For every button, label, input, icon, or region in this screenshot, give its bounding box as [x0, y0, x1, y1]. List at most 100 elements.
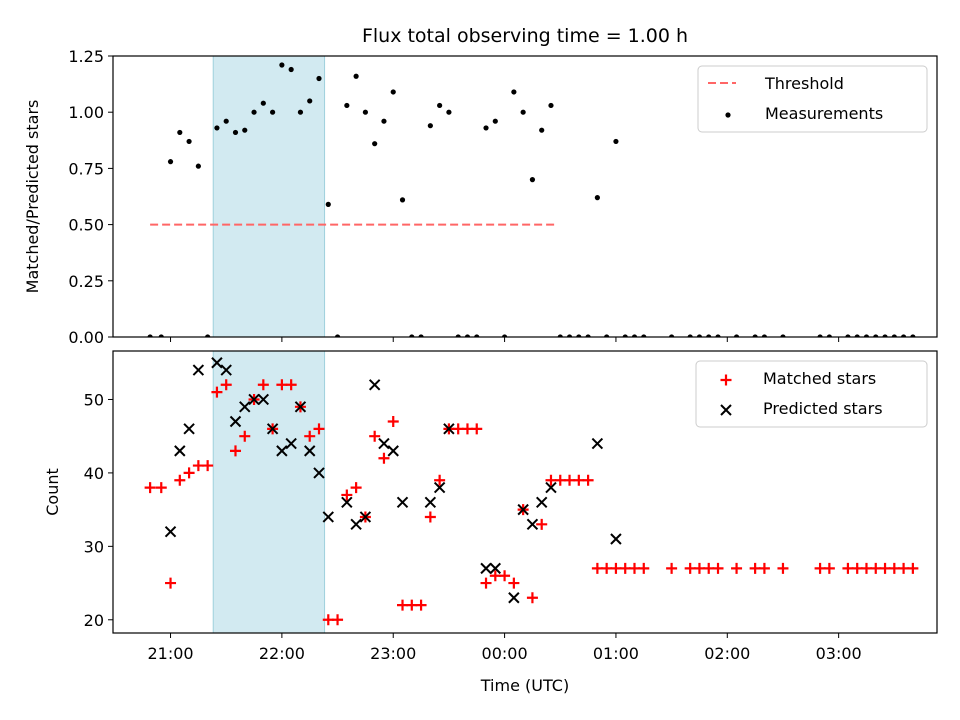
x-tick-label: 03:00	[816, 644, 862, 663]
data-point	[900, 334, 907, 337]
data-point	[480, 577, 492, 589]
data-point	[823, 562, 835, 574]
x-tick-label: 02:00	[704, 644, 750, 663]
y-axis-label: Count	[43, 468, 62, 516]
data-point	[591, 437, 604, 450]
panel-ratio: 0.00 0.25 0.50 0.75 1.00 1.25 Matched/Predicte…	[23, 47, 938, 347]
highlight-span	[212, 56, 326, 337]
chart-title: Flux total observing time = 1.00 h	[362, 25, 688, 47]
data-point	[545, 474, 557, 486]
data-point	[174, 474, 186, 486]
data-point	[777, 562, 789, 574]
legend-entry: Measurements	[725, 104, 883, 123]
data-point	[511, 89, 517, 95]
data-point	[712, 562, 724, 574]
data-point	[492, 118, 498, 124]
data-point	[582, 474, 594, 486]
data-point	[322, 614, 334, 626]
data-point	[696, 334, 703, 337]
data-point	[359, 511, 372, 523]
data-point	[557, 334, 563, 337]
data-point	[257, 379, 269, 391]
y-tick-label: 0.00	[68, 328, 104, 347]
data-point	[214, 125, 220, 131]
data-point	[229, 415, 242, 428]
data-point	[415, 599, 427, 611]
data-point	[461, 423, 473, 435]
data-point	[229, 445, 241, 457]
data-point	[353, 73, 359, 79]
data-point	[177, 129, 183, 136]
data-point	[144, 482, 156, 494]
data-point	[279, 62, 285, 68]
data-point	[684, 562, 696, 574]
data-point	[167, 159, 174, 165]
data-point	[406, 599, 418, 611]
data-point	[378, 452, 390, 464]
x-axis-label: Time (UTC)	[480, 676, 569, 695]
data-point	[535, 496, 548, 508]
data-point	[638, 562, 650, 574]
data-point	[390, 89, 396, 95]
data-point	[192, 364, 205, 376]
data-point	[604, 334, 610, 337]
data-point	[842, 562, 854, 574]
legend-label: Matched stars	[763, 369, 876, 388]
data-point	[325, 201, 331, 207]
data-point	[666, 562, 678, 574]
data-point	[424, 496, 437, 508]
legend-entry: Predicted stars	[720, 399, 883, 418]
data-point	[548, 102, 554, 109]
y-tick-label: 30	[84, 537, 104, 556]
legend-label: Threshold	[764, 74, 844, 93]
data-point	[529, 177, 536, 183]
data-point	[628, 562, 640, 574]
data-point	[536, 518, 548, 530]
data-point	[758, 562, 770, 574]
data-point	[399, 197, 406, 203]
y-tick-label: 0.50	[68, 216, 104, 235]
data-point	[387, 416, 399, 427]
x-tick-label: 23:00	[370, 644, 416, 663]
data-point	[369, 430, 381, 442]
data-point	[594, 195, 600, 201]
data-point	[501, 334, 508, 337]
data-point	[334, 334, 341, 337]
data-point	[566, 334, 573, 337]
data-point	[613, 138, 619, 145]
data-point	[860, 562, 872, 574]
data-point	[232, 129, 239, 136]
data-point	[164, 525, 177, 538]
data-point	[489, 562, 502, 575]
data-point	[183, 423, 195, 435]
data-point	[443, 423, 455, 435]
data-point	[409, 334, 415, 337]
data-point	[304, 430, 316, 442]
data-point	[879, 562, 891, 574]
data-point	[873, 334, 879, 337]
data-point	[891, 334, 897, 337]
data-point	[573, 474, 585, 486]
y-axis-label: Matched/Predicted stars	[23, 100, 42, 294]
data-point	[526, 592, 538, 604]
data-point	[372, 141, 378, 147]
plot-area	[144, 351, 919, 633]
plot-area	[147, 56, 916, 337]
data-point	[863, 334, 870, 337]
data-point	[706, 334, 712, 337]
x-tick-label: 00:00	[482, 644, 528, 663]
data-point	[733, 334, 740, 337]
data-point	[455, 334, 461, 337]
data-point	[313, 467, 325, 479]
data-point	[907, 562, 919, 574]
data-point	[693, 562, 705, 574]
data-point	[211, 386, 223, 398]
data-point	[341, 496, 353, 508]
axes-frame	[112, 55, 938, 338]
data-point	[294, 401, 307, 413]
data-point	[888, 562, 900, 574]
data-point	[870, 562, 882, 574]
data-point	[499, 570, 511, 582]
data-point	[285, 437, 297, 450]
